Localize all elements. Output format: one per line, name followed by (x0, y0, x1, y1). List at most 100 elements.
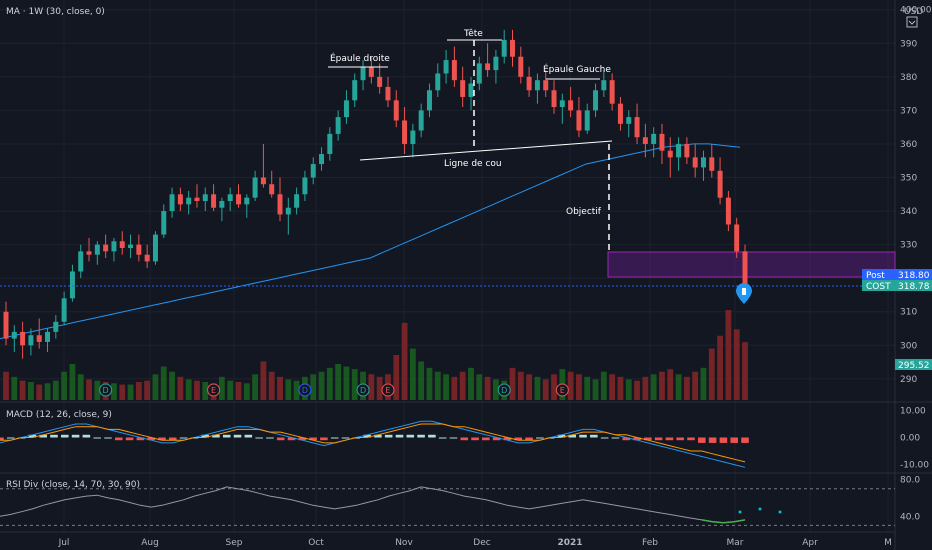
candle (236, 184, 241, 208)
rsi-tick-label: 80.0 (900, 476, 920, 486)
candle (144, 244, 150, 269)
volume-bar (675, 374, 682, 400)
volume-bar (152, 374, 159, 400)
volume-bar (293, 380, 300, 400)
event-marker-E[interactable]: E (207, 383, 221, 397)
candle (402, 107, 408, 155)
event-marker-D[interactable]: D (298, 383, 312, 397)
macd-histogram-bar (698, 437, 706, 443)
candle (418, 103, 424, 138)
macd-pane-title[interactable]: MACD (12, 26, close, 9) (6, 410, 112, 420)
rsi-pane-title[interactable]: RSI Div (close, 14, 70, 30, 90) (6, 480, 140, 490)
volume-bar (260, 361, 267, 400)
event-marker-D[interactable]: D (497, 383, 511, 397)
volume-bar (650, 374, 657, 400)
price-tick-label: 400.00 (900, 6, 932, 16)
candle (510, 29, 515, 67)
candle (576, 96, 582, 138)
candle (252, 170, 258, 201)
macd-histogram-bar (266, 437, 274, 439)
volume-bar (318, 371, 325, 400)
event-marker-E[interactable]: E (381, 383, 395, 397)
volume-bar (476, 374, 483, 400)
macd-histogram-bar (428, 434, 436, 438)
macd-histogram-bar (298, 437, 307, 441)
volume-bar (742, 342, 748, 400)
candle (460, 66, 466, 108)
candle (692, 143, 698, 178)
price-tag-value: 318.80 (898, 271, 930, 281)
macd-histogram-bar (633, 437, 641, 441)
candle (609, 73, 615, 111)
main-pane-title[interactable]: MA · 1W (30, close, 0) (6, 7, 105, 17)
price-tick-label: 310 (900, 308, 917, 318)
event-marker-E[interactable]: E (555, 383, 569, 397)
svg-text:E: E (211, 386, 216, 395)
macd-histogram-bar (179, 437, 188, 439)
rsi-divergence-line (701, 519, 746, 524)
candle (468, 76, 474, 111)
volume-bar (77, 374, 84, 400)
volume-bar (617, 376, 624, 400)
candle (626, 110, 632, 138)
volume-bar (434, 371, 441, 400)
candle (11, 325, 17, 353)
target-zone-box[interactable] (607, 251, 896, 278)
candle (335, 110, 341, 141)
macd-tick-label: -10.00 (900, 461, 929, 471)
candle (260, 143, 266, 188)
candle (593, 83, 599, 118)
volume-bar (194, 380, 200, 400)
candle (111, 237, 117, 262)
alert-pin-icon[interactable] (736, 283, 752, 304)
neckline[interactable] (359, 140, 613, 161)
candle (3, 301, 9, 346)
macd-histogram-bar (136, 437, 145, 441)
macd-histogram-bar (417, 434, 425, 438)
candle (227, 187, 233, 212)
price-tag: COST 318.78 (862, 280, 932, 292)
volume-bar (243, 383, 250, 400)
candle (186, 190, 192, 215)
volume-bar (592, 379, 599, 400)
macd-axis[interactable]: 10.00 0.00 -10.00 (900, 406, 929, 470)
event-marker-D[interactable]: D (356, 383, 370, 397)
candle (78, 244, 84, 279)
time-axis[interactable]: Jul Aug Sep Oct Nov Dec 2021 Feb Mar Apr M (58, 538, 892, 548)
volume-bar (94, 380, 101, 400)
candle (709, 143, 715, 178)
pattern-annotations[interactable]: Épaule droite Tête Épaule Gauche Ligne d… (328, 28, 613, 252)
candle (28, 328, 34, 356)
price-tick-label: 370 (900, 106, 917, 116)
volume-bar (202, 382, 209, 400)
macd-histogram-bar (665, 437, 674, 441)
event-marker-D[interactable]: D (99, 383, 113, 397)
macd-histogram-bar (557, 434, 566, 438)
volume-bar (659, 371, 665, 400)
candle (61, 291, 67, 326)
svg-text:D: D (103, 386, 109, 395)
macd-histogram-bar (676, 437, 684, 441)
candle (152, 231, 158, 265)
rsi-dot (758, 507, 762, 511)
candle (667, 137, 673, 178)
volume-bar (733, 329, 740, 400)
rsi-axis[interactable]: 80.0 40.0 (900, 476, 920, 523)
candle (435, 63, 441, 97)
price-tag: 295.52 (895, 359, 932, 371)
candle (285, 197, 291, 235)
volume-bar (335, 364, 342, 400)
macd-histogram-bar (7, 437, 15, 439)
currency-menu-icon[interactable] (906, 16, 918, 28)
candle (426, 83, 432, 118)
volume-bar (708, 348, 715, 400)
macd-histogram-bar (341, 437, 350, 439)
volume-bar (135, 382, 142, 400)
macd-histogram-bar (460, 437, 469, 441)
macd-histogram-bar (708, 437, 717, 443)
candle (94, 241, 100, 265)
volume-bar (28, 382, 34, 400)
volume-bar (343, 366, 350, 400)
